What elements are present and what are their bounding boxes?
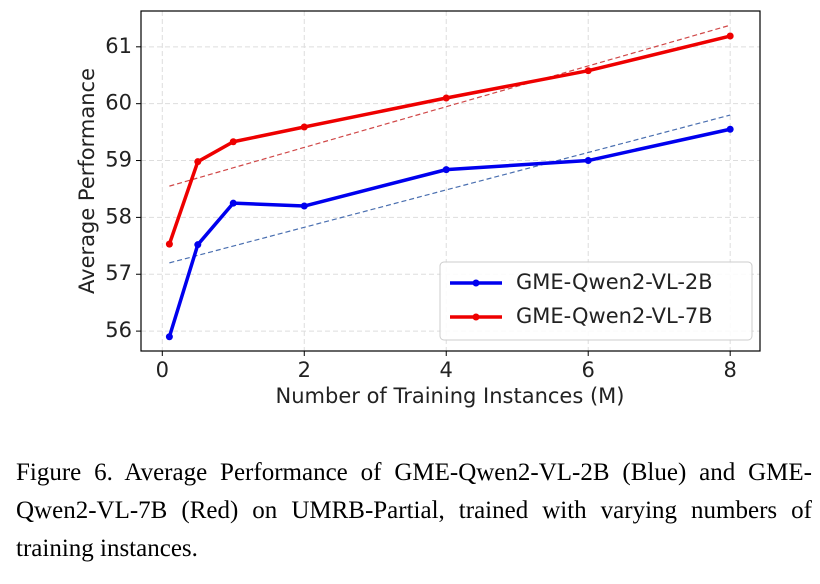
- point: [726, 125, 734, 133]
- point: [229, 199, 237, 207]
- point: [194, 158, 202, 166]
- point: [584, 67, 592, 75]
- point: [442, 94, 450, 102]
- x-tick-label: 8: [723, 358, 736, 382]
- x-tick-label: 0: [156, 358, 169, 382]
- y-tick-label: 58: [105, 204, 132, 228]
- x-tick-label: 6: [582, 358, 595, 382]
- chart: Number of Training Instances (M) Average…: [75, 10, 761, 408]
- legend-marker: [472, 313, 480, 321]
- trend-line: [169, 114, 731, 264]
- legend-label: GME-Qwen2-VL-2B: [516, 270, 713, 294]
- plot-frame: [140, 10, 761, 352]
- legend-label: GME-Qwen2-VL-7B: [516, 304, 713, 328]
- x-tick-label: 2: [298, 358, 311, 382]
- point: [229, 138, 237, 146]
- caption: Figure 6. Average Performance of GME-Qwe…: [16, 459, 812, 562]
- x-tick-label: 4: [440, 358, 453, 382]
- y-tick-label: 56: [105, 318, 132, 342]
- legend-marker: [472, 279, 480, 287]
- y-axis-label: Average Performance: [75, 68, 99, 294]
- point: [194, 241, 202, 249]
- point: [165, 333, 173, 341]
- y-tick-label: 59: [105, 148, 132, 172]
- point: [442, 166, 450, 174]
- series-line: [167, 34, 731, 245]
- x-axis-label: Number of Training Instances (M): [276, 384, 625, 408]
- y-tick-label: 60: [105, 91, 132, 115]
- point: [584, 157, 592, 165]
- point: [300, 202, 308, 210]
- point: [300, 123, 308, 131]
- trend-line: [169, 24, 731, 187]
- legend-box: [439, 261, 753, 341]
- y-tick-label: 57: [105, 261, 132, 285]
- point: [726, 32, 734, 40]
- y-tick-label: 61: [105, 34, 132, 58]
- point: [165, 240, 173, 248]
